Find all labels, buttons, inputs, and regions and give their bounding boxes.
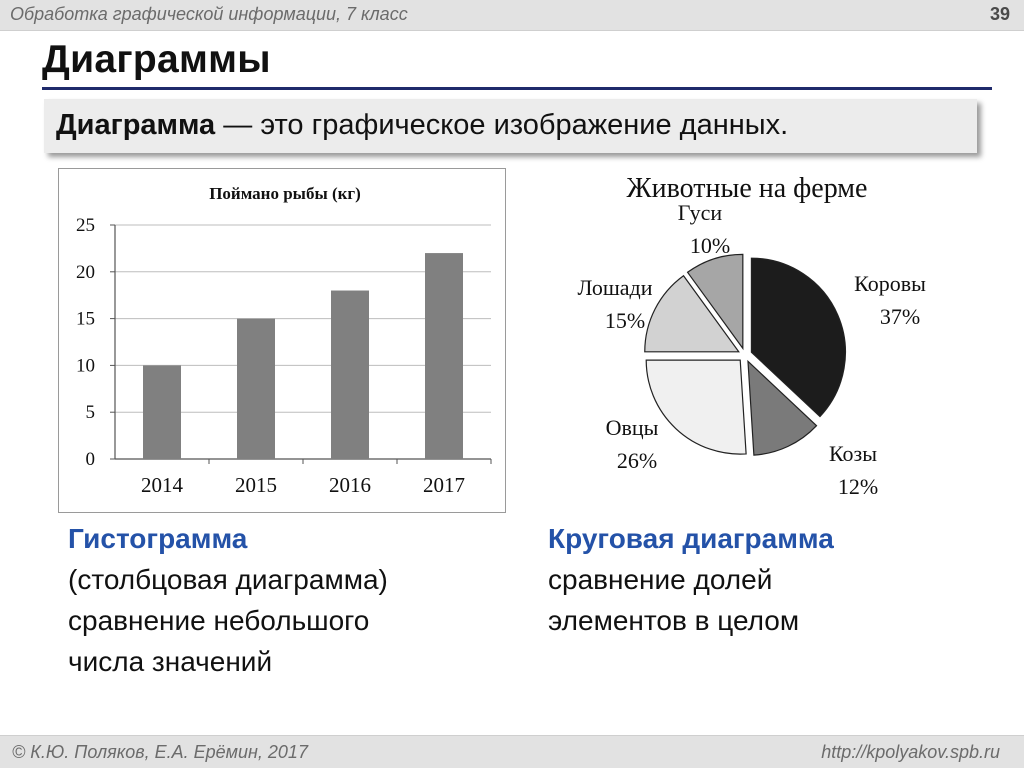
footer-bar: © К.Ю. Поляков, Е.А. Ерёмин, 2017 http:/… — [0, 735, 1024, 768]
bar-chart: Поймано рыбы (кг) 0 5 10 15 20 25 2014 2015 2016… — [76, 184, 492, 497]
bar-marks — [143, 253, 463, 459]
bar-chart-frame: Поймано рыбы (кг) 0 5 10 15 20 25 2014 2015 2016… — [58, 168, 506, 513]
pie-slice-percent: 15% — [605, 308, 645, 333]
histogram-caption-line1: (столбцовая диаграмма) — [68, 564, 388, 595]
pie-slice-label: Овцы — [606, 415, 659, 440]
pie-slice-percent: 12% — [838, 474, 878, 499]
slide-title: Диаграммы — [42, 38, 271, 81]
bar-2017 — [425, 253, 463, 459]
pie-slice-0 — [750, 257, 847, 418]
pie-slice-3 — [644, 274, 740, 353]
definition-box: Диаграмма — это графическое изображение … — [44, 99, 977, 153]
top-bar: Обработка графической информации, 7 клас… — [0, 0, 1024, 31]
pie-chart-title: Животные на ферме — [627, 173, 868, 204]
pie-slice-label: Гуси — [678, 200, 723, 225]
bar-ytick-label: 5 — [86, 402, 96, 423]
pie-labels: Коровы 37% Козы 12% Овцы 26% Лошади 15% Гуси 10% — [577, 200, 926, 499]
definition-text: Диаграмма — это графическое изображение … — [56, 109, 788, 142]
pie-slice-2 — [645, 359, 747, 455]
pie-slice-1 — [747, 359, 818, 456]
pie-slice-label: Козы — [829, 441, 877, 466]
pie-caption-title: Круговая диаграмма — [548, 523, 834, 554]
pie-chart: Животные на ферме Коровы 37% Козы 12% Овцы 26… — [577, 173, 926, 499]
pie-caption: Круговая диаграмма сравнение долей элеме… — [548, 518, 834, 641]
bar-xtick-label: 2015 — [235, 473, 277, 497]
pie-caption-line1: сравнение долей — [548, 564, 773, 595]
course-title: Обработка графической информации, 7 клас… — [10, 4, 408, 24]
title-underline — [42, 87, 992, 90]
pie-chart-area: Животные на ферме Коровы 37% Козы 12% Овцы 26… — [520, 160, 970, 520]
histogram-caption-line3: числа значений — [68, 646, 273, 677]
histogram-caption-line2: сравнение небольшого — [68, 605, 370, 636]
histogram-caption: Гистограмма (столбцовая диаграмма) сравн… — [68, 518, 388, 682]
bar-ytick-label: 10 — [76, 355, 95, 376]
bar-2015 — [237, 318, 275, 459]
pie-slice-4 — [686, 253, 744, 351]
bar-2016 — [331, 290, 369, 459]
pie-slices — [644, 253, 847, 456]
definition-term: Диаграмма — [56, 109, 216, 141]
pie-slice-label: Лошади — [577, 275, 652, 300]
pie-slice-percent: 10% — [690, 233, 730, 258]
pie-slice-label: Коровы — [854, 271, 926, 296]
bar-ytick-label: 0 — [86, 449, 96, 470]
bar-ytick-label: 15 — [76, 309, 95, 330]
bar-labels: 0 5 10 15 20 25 2014 2015 2016 2017 — [76, 215, 465, 497]
histogram-caption-title: Гистограмма — [68, 523, 248, 554]
bar-ytick-label: 20 — [76, 262, 95, 283]
footer-url[interactable]: http://kpolyakov.spb.ru — [821, 742, 1000, 762]
bar-xtick-label: 2016 — [329, 473, 371, 497]
page-number: 39 — [989, 4, 1010, 24]
bar-xtick-label: 2014 — [141, 473, 184, 497]
bar-ytick-label: 25 — [76, 215, 95, 236]
pie-slice-percent: 26% — [617, 448, 657, 473]
bar-chart-title: Поймано рыбы (кг) — [209, 184, 361, 203]
pie-slice-percent: 37% — [880, 304, 920, 329]
bar-xtick-label: 2017 — [423, 473, 465, 497]
bar-2014 — [143, 365, 181, 459]
footer-authors: © К.Ю. Поляков, Е.А. Ерёмин, 2017 — [12, 742, 308, 762]
definition-body: — это графическое изображение данных. — [215, 109, 789, 141]
pie-caption-line2: элементов в целом — [548, 605, 800, 636]
